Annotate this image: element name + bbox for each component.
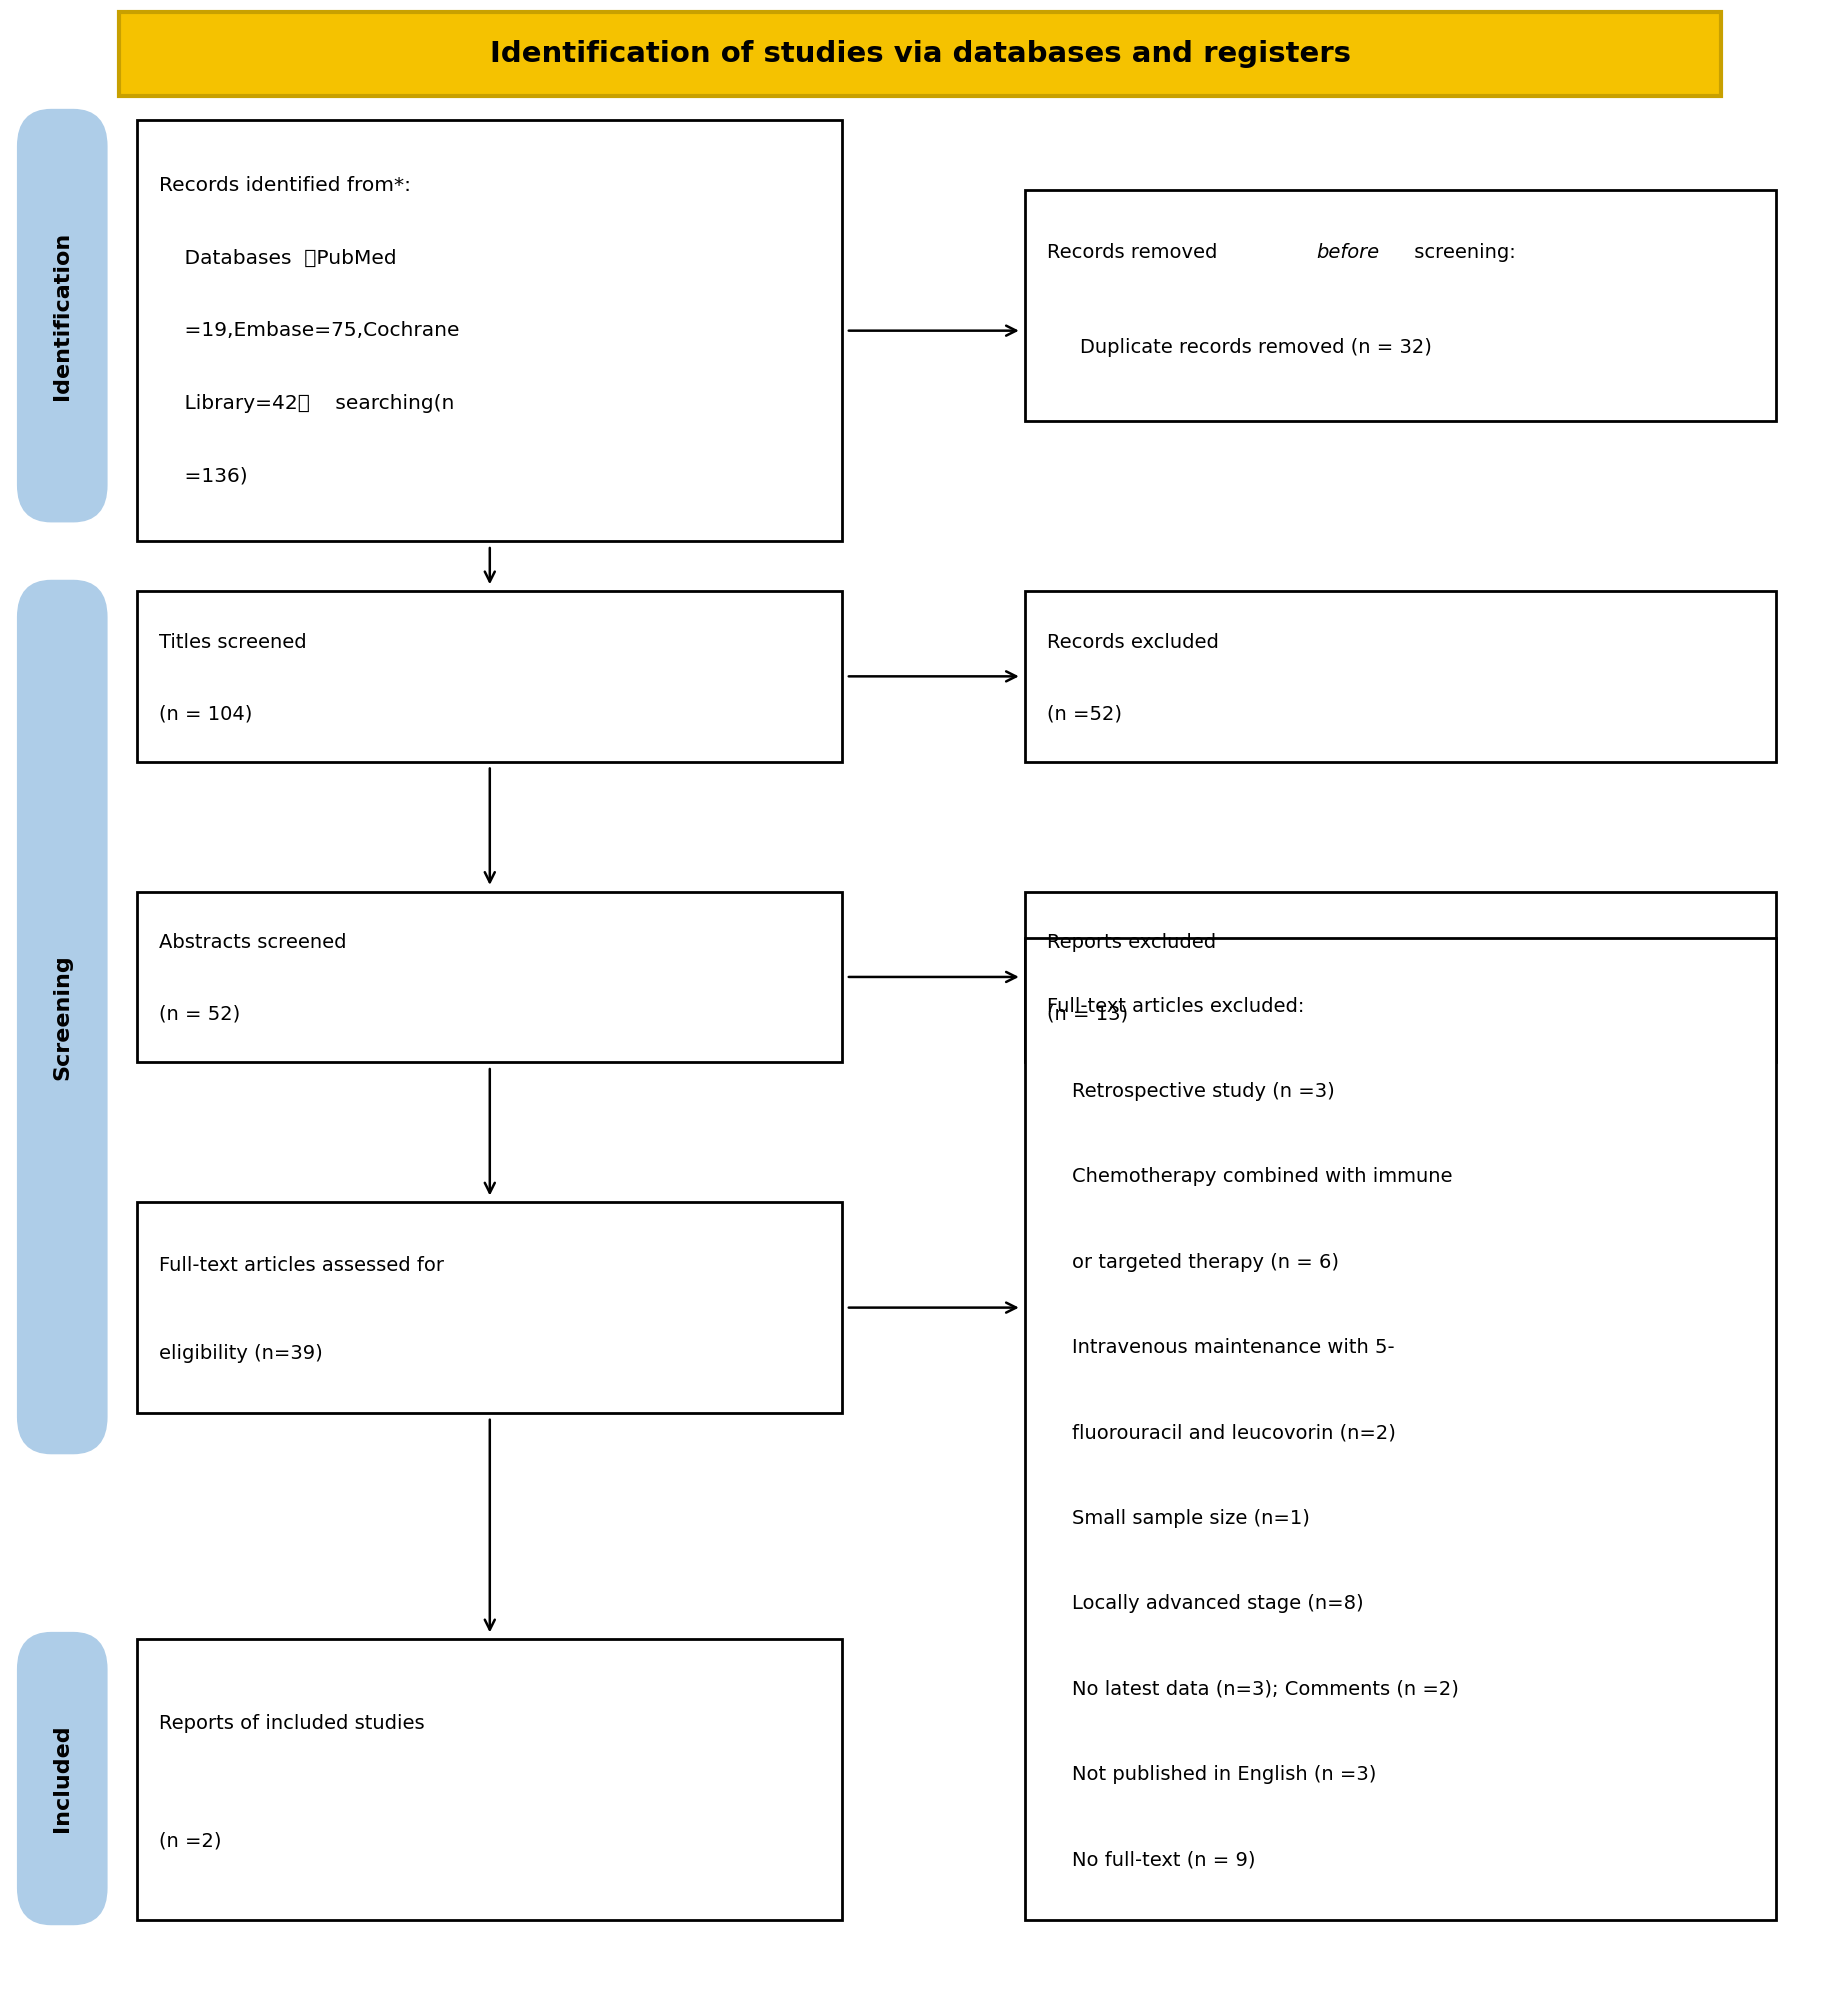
Text: Identification of studies via databases and registers: Identification of studies via databases …	[489, 40, 1351, 68]
Text: Reports excluded: Reports excluded	[1047, 934, 1215, 952]
Text: Identification: Identification	[53, 232, 71, 399]
Text: Retrospective study (n =3): Retrospective study (n =3)	[1047, 1082, 1334, 1100]
FancyBboxPatch shape	[137, 1202, 842, 1413]
FancyBboxPatch shape	[1025, 190, 1775, 421]
Text: (n =52): (n =52)	[1047, 703, 1122, 723]
FancyBboxPatch shape	[137, 1639, 842, 1920]
Text: =136): =136)	[159, 467, 247, 485]
FancyBboxPatch shape	[18, 1633, 106, 1924]
Text: Databases  （PubMed: Databases （PubMed	[159, 248, 397, 269]
Text: screening:: screening:	[1407, 242, 1515, 263]
Text: Records excluded: Records excluded	[1047, 633, 1219, 651]
Text: Chemotherapy combined with immune: Chemotherapy combined with immune	[1047, 1168, 1451, 1186]
Text: (n = 13): (n = 13)	[1047, 1004, 1127, 1024]
Text: or targeted therapy (n = 6): or targeted therapy (n = 6)	[1047, 1252, 1338, 1273]
Text: Not published in English (n =3): Not published in English (n =3)	[1047, 1766, 1376, 1784]
Text: Abstracts screened: Abstracts screened	[159, 934, 346, 952]
Text: No full-text (n = 9): No full-text (n = 9)	[1047, 1850, 1255, 1870]
Text: fluorouracil and leucovorin (n=2): fluorouracil and leucovorin (n=2)	[1047, 1423, 1396, 1443]
Text: Titles screened: Titles screened	[159, 633, 307, 651]
Text: Locally advanced stage (n=8): Locally advanced stage (n=8)	[1047, 1595, 1363, 1613]
Text: before: before	[1316, 242, 1378, 263]
Text: (n =2): (n =2)	[159, 1832, 221, 1852]
FancyBboxPatch shape	[137, 892, 842, 1062]
Text: Screening: Screening	[53, 954, 71, 1080]
FancyBboxPatch shape	[18, 581, 106, 1453]
Text: Records identified from*:: Records identified from*:	[159, 176, 412, 194]
FancyBboxPatch shape	[119, 12, 1720, 96]
Text: Duplicate records removed (n = 32): Duplicate records removed (n = 32)	[1080, 337, 1431, 357]
Text: Full-text articles excluded:: Full-text articles excluded:	[1047, 996, 1305, 1016]
Text: Small sample size (n=1): Small sample size (n=1)	[1047, 1509, 1310, 1527]
Text: Intravenous maintenance with 5-: Intravenous maintenance with 5-	[1047, 1339, 1394, 1357]
FancyBboxPatch shape	[1025, 591, 1775, 762]
FancyBboxPatch shape	[137, 120, 842, 541]
Text: Library=42）    searching(n: Library=42） searching(n	[159, 393, 454, 413]
FancyBboxPatch shape	[18, 110, 106, 521]
Text: Records removed: Records removed	[1047, 242, 1222, 263]
Text: No latest data (n=3); Comments (n =2): No latest data (n=3); Comments (n =2)	[1047, 1679, 1459, 1699]
Text: =19,Embase=75,Cochrane: =19,Embase=75,Cochrane	[159, 321, 459, 341]
Text: eligibility (n=39): eligibility (n=39)	[159, 1345, 322, 1363]
Text: (n = 104): (n = 104)	[159, 703, 253, 723]
Text: Reports of included studies: Reports of included studies	[159, 1713, 425, 1733]
FancyBboxPatch shape	[1025, 892, 1775, 1062]
FancyBboxPatch shape	[1025, 938, 1775, 1920]
Text: (n = 52): (n = 52)	[159, 1004, 240, 1024]
FancyBboxPatch shape	[137, 591, 842, 762]
Text: Included: Included	[53, 1725, 71, 1832]
Text: Full-text articles assessed for: Full-text articles assessed for	[159, 1257, 445, 1275]
